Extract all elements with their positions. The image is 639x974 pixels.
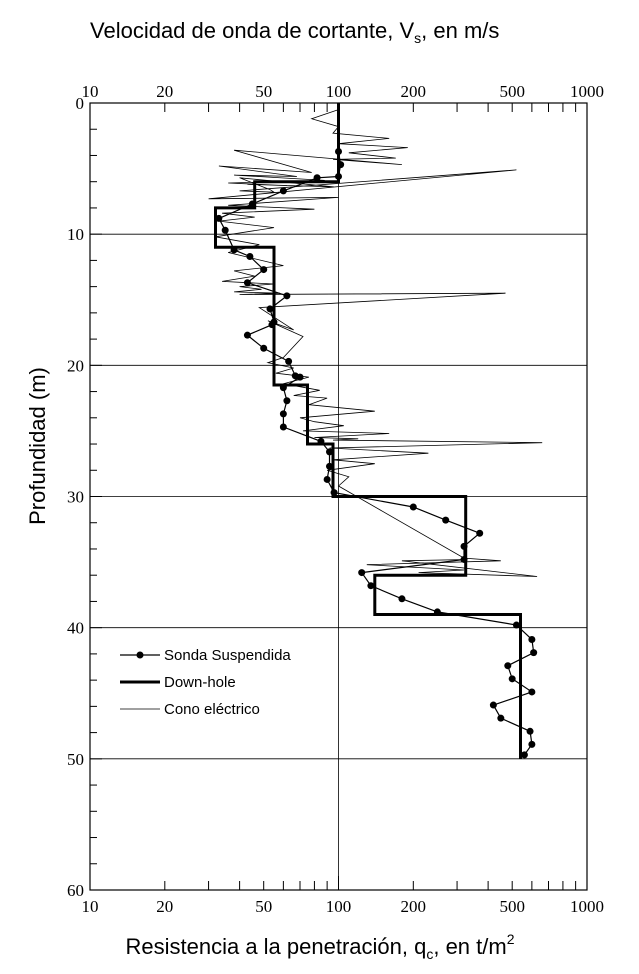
data-point: [489, 701, 497, 709]
x-tick-label-bottom: 20: [156, 897, 173, 916]
data-point: [215, 214, 223, 222]
series-layer: [208, 103, 543, 759]
x-tick-label-top: 20: [156, 82, 173, 101]
x-tick-label-bottom: 100: [326, 897, 352, 916]
data-point: [260, 266, 268, 274]
y-tick-label: 50: [67, 750, 84, 769]
data-point: [279, 384, 287, 392]
data-point: [285, 357, 293, 365]
y-tick-label: 60: [67, 881, 84, 900]
data-point: [248, 200, 256, 208]
legend-label: Down-hole: [164, 674, 236, 691]
data-point: [398, 595, 406, 603]
data-point: [221, 226, 229, 234]
data-point: [358, 569, 366, 577]
data-point: [326, 448, 334, 456]
data-point: [330, 489, 338, 497]
data-point: [528, 740, 536, 748]
data-point: [512, 621, 520, 629]
y-tick-label: 0: [76, 94, 85, 113]
data-point: [442, 516, 450, 524]
ticks: 1010202050501001002002005005001000100001…: [67, 82, 604, 916]
y-tick-label: 10: [67, 225, 84, 244]
data-point: [317, 437, 325, 445]
data-point: [279, 187, 287, 195]
data-point: [530, 649, 538, 657]
x-tick-label-bottom: 50: [255, 897, 272, 916]
legend-label: Cono eléctrico: [164, 701, 260, 718]
x-tick-label-bottom: 500: [499, 897, 525, 916]
data-point: [243, 279, 251, 287]
x-tick-label-top: 500: [499, 82, 525, 101]
y-tick-label: 30: [67, 488, 84, 507]
x-tick-label-top: 200: [401, 82, 427, 101]
data-point: [230, 246, 238, 254]
x-tick-label-bottom: 1000: [570, 897, 604, 916]
data-point: [433, 608, 441, 616]
data-point: [476, 529, 484, 537]
data-point: [409, 503, 417, 511]
legend: Sonda Suspendida Down-hole Cono eléctrico: [120, 647, 291, 718]
data-point: [246, 252, 254, 260]
legend-label: Sonda Suspendida: [164, 647, 291, 664]
data-point: [337, 161, 345, 169]
x-tick-label-bottom: 10: [82, 897, 99, 916]
data-point: [335, 148, 342, 156]
y-axis-label: Profundidad (m): [25, 367, 50, 525]
series-line-sonda-suspendida: [218, 151, 535, 756]
x-axis-label: Resistencia a la penetración, qc, en t/m…: [125, 931, 514, 962]
data-point: [283, 397, 291, 405]
data-point: [526, 727, 534, 735]
series-line-cono-electrico: [208, 109, 543, 577]
data-point: [279, 410, 287, 418]
x-tick-label-top: 1000: [570, 82, 604, 101]
data-point: [323, 475, 331, 483]
y-tick-label: 20: [67, 356, 84, 375]
data-point: [528, 688, 536, 696]
data-point: [520, 751, 528, 759]
x-tick-label-bottom: 200: [401, 897, 427, 916]
data-point: [279, 423, 287, 431]
data-point: [268, 321, 276, 329]
y-tick-label: 40: [67, 619, 84, 638]
data-point: [266, 305, 274, 313]
data-point: [243, 331, 251, 339]
data-point: [313, 174, 321, 182]
data-point: [326, 462, 334, 470]
x-tick-label-top: 10: [82, 82, 99, 101]
x-tick-label-top: 50: [255, 82, 272, 101]
data-point: [283, 292, 291, 300]
data-point: [335, 172, 342, 180]
data-point: [504, 662, 512, 670]
data-point: [296, 373, 304, 381]
data-point: [460, 542, 468, 550]
chart-title: Velocidad de onda de cortante, Vs, en m/…: [90, 18, 499, 46]
data-point: [460, 555, 468, 563]
legend-marker: [136, 651, 144, 659]
data-point: [260, 344, 268, 352]
data-point: [497, 714, 505, 722]
data-point: [528, 635, 536, 643]
data-point: [367, 582, 375, 590]
data-point: [508, 675, 516, 683]
x-tick-label-top: 100: [326, 82, 352, 101]
